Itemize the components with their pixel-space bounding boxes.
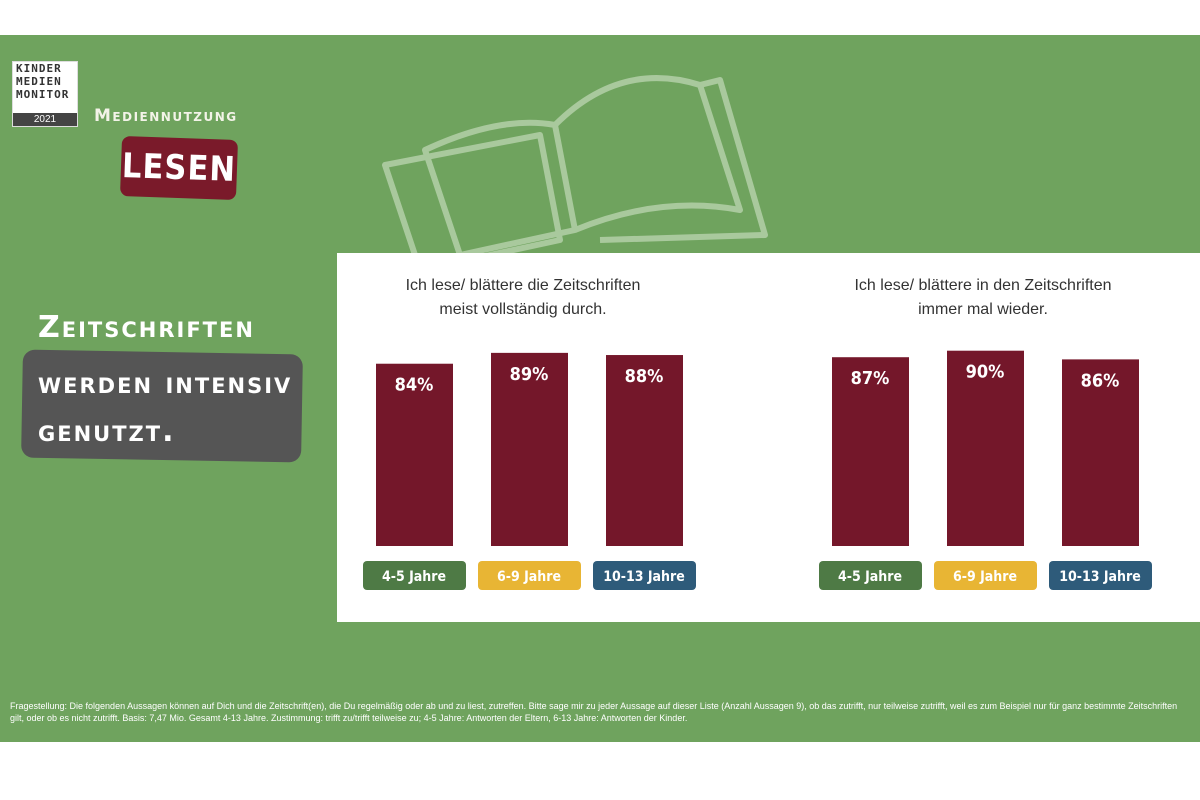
category-label: 4-5 Jahre — [838, 569, 902, 585]
category-label: 10-13 Jahre — [603, 569, 685, 585]
title-line: Ich lese/ blättere die Zeitschriften — [405, 277, 641, 294]
chart1-title: Ich lese/ blättere die Zeitschriften meis… — [343, 274, 703, 322]
bar — [947, 350, 1024, 546]
logo-year: 2021 — [13, 113, 77, 126]
category-label: 4-5 Jahre — [382, 569, 446, 585]
data-label: 89% — [510, 364, 549, 385]
chart-panel — [337, 253, 1200, 622]
category-pill — [1049, 561, 1152, 590]
data-label: 87% — [851, 368, 890, 389]
data-label: 86% — [1081, 370, 1120, 391]
category-pill — [593, 561, 696, 590]
category-pill — [819, 561, 922, 590]
bar — [606, 355, 683, 546]
category-label: 10-13 Jahre — [1059, 569, 1141, 585]
headline-line2: werden intensiv — [38, 366, 293, 401]
logo-line: MEDIEN — [16, 75, 62, 88]
logo-line: MONITOR — [16, 88, 70, 101]
footnote: Fragestellung: Die folgenden Aussagen kö… — [10, 701, 1178, 723]
headline-rest: werden intensiv genutzt. — [38, 360, 292, 456]
data-label: 90% — [966, 362, 1005, 383]
bar — [376, 363, 453, 546]
headline-line1: Zeitschriften — [38, 310, 255, 345]
data-label: 84% — [395, 375, 434, 396]
chart2-title: Ich lese/ blättere in den Zeitschriften i… — [803, 274, 1163, 322]
category-label: Mediennutzung — [94, 106, 238, 126]
category-label: 6-9 Jahre — [953, 569, 1017, 585]
data-label: 88% — [625, 366, 664, 387]
bar — [832, 357, 909, 546]
logo-line: KINDER — [16, 62, 62, 75]
title-line: Ich lese/ blättere in den Zeitschriften — [854, 277, 1112, 294]
title-line: immer mal wieder. — [918, 301, 1048, 318]
headline-line3: genutzt. — [38, 414, 176, 449]
bar — [1062, 359, 1139, 546]
category-label: 6-9 Jahre — [497, 569, 561, 585]
category-pill — [363, 561, 466, 590]
category-pill — [478, 561, 581, 590]
category-pill — [934, 561, 1037, 590]
kindermedienmonitor-logo: KINDER MEDIEN MONITOR 2021 — [12, 61, 78, 127]
bar — [491, 352, 568, 546]
title-line: meist vollständig durch. — [439, 301, 607, 318]
